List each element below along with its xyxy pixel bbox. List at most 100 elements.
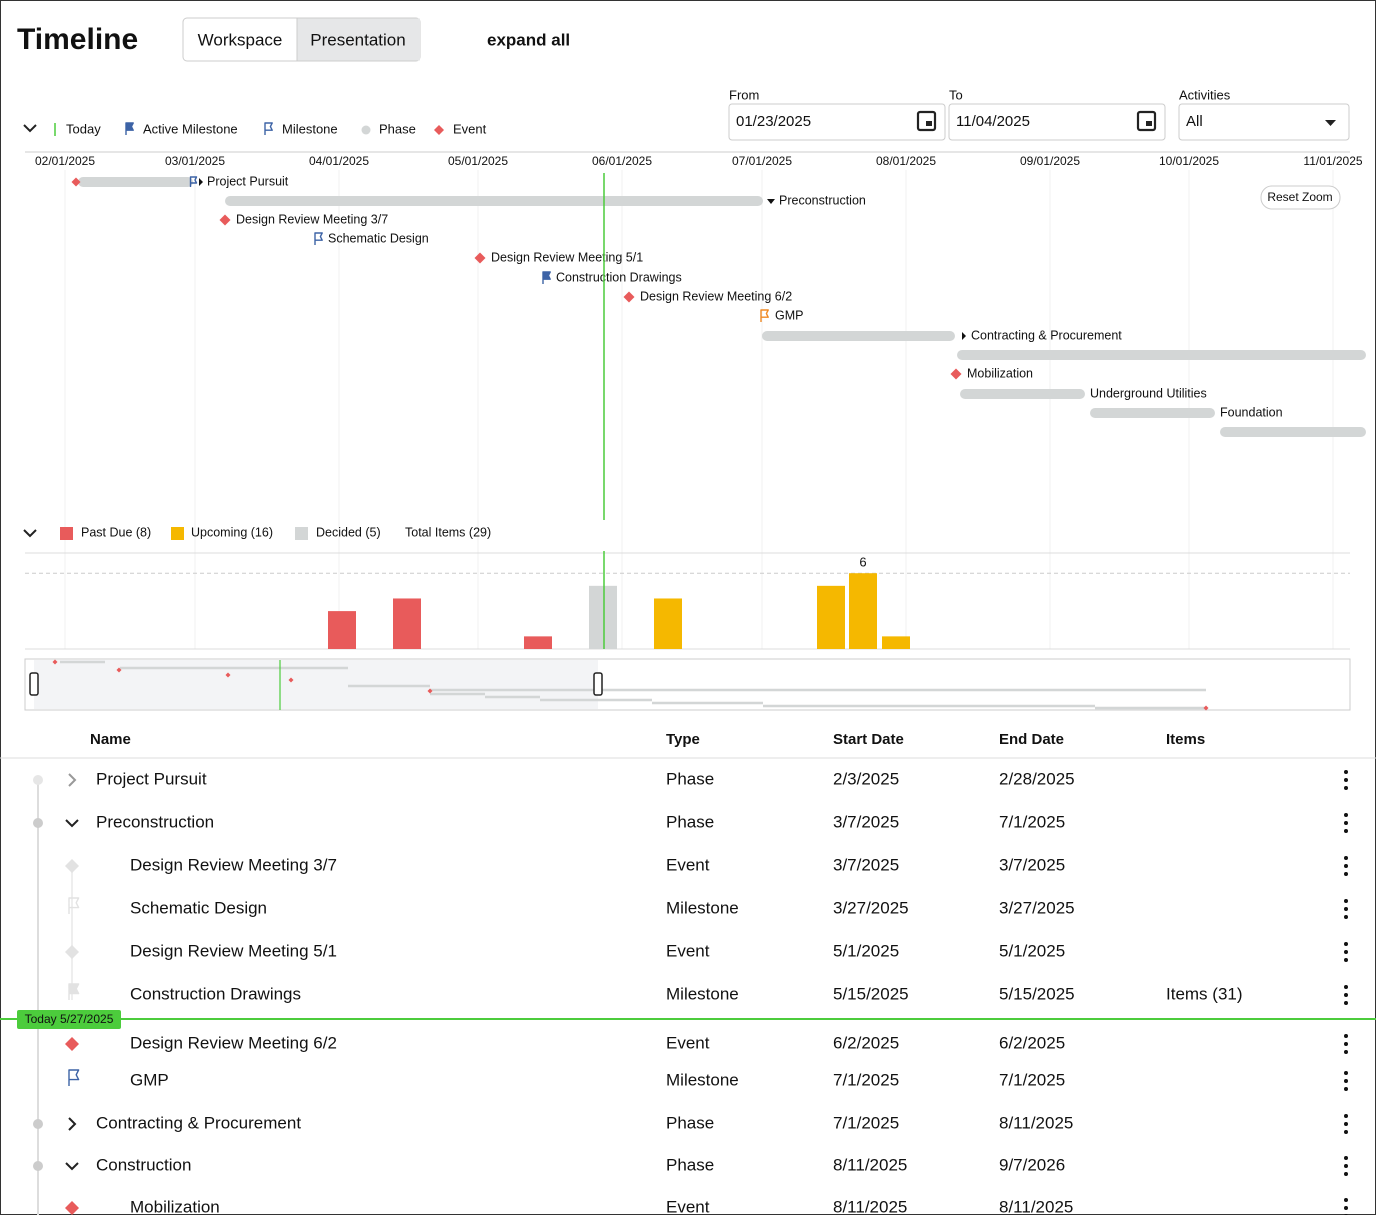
- cell: 5/1/2025: [999, 941, 1065, 960]
- milestone-icon: [542, 271, 551, 284]
- today-badge: [17, 1010, 121, 1029]
- row-menu-dot[interactable]: [1344, 899, 1348, 903]
- minimap-handle[interactable]: [29, 672, 39, 696]
- row-menu-dot[interactable]: [1344, 1130, 1348, 1134]
- row-menu-dot[interactable]: [1344, 907, 1348, 911]
- row-menu-dot[interactable]: [1344, 1164, 1348, 1168]
- cell[interactable]: Construction: [96, 1155, 191, 1174]
- expand-all-link[interactable]: expand all: [487, 30, 570, 49]
- row-menu-dot[interactable]: [1344, 856, 1348, 860]
- gantt-label: Construction Drawings: [556, 270, 682, 284]
- phase-bar: [1220, 427, 1366, 437]
- row-menu-dot[interactable]: [1344, 1156, 1348, 1160]
- reset-zoom-button[interactable]: [1260, 185, 1341, 210]
- date-input[interactable]: [948, 103, 1166, 141]
- phase-bar: [1090, 408, 1215, 418]
- row-menu-dot[interactable]: [1344, 829, 1348, 833]
- legend-label: Decided (5): [316, 525, 381, 539]
- row-menu-dot[interactable]: [1344, 786, 1348, 790]
- row-menu-dot[interactable]: [1344, 1172, 1348, 1176]
- cell[interactable]: Design Review Meeting 6/2: [130, 1033, 337, 1052]
- phase-bar: [225, 196, 763, 206]
- row-menu-dot[interactable]: [1344, 1050, 1348, 1054]
- row-menu-dot[interactable]: [1344, 864, 1348, 868]
- cell[interactable]: Mobilization: [130, 1197, 220, 1215]
- event-icon: [116, 667, 122, 673]
- row-menu-dot[interactable]: [1344, 821, 1348, 825]
- row-menu-dot[interactable]: [1344, 985, 1348, 989]
- legend-label: Today: [66, 121, 101, 136]
- row-menu-dot[interactable]: [1344, 1071, 1348, 1075]
- cell: Event: [666, 1033, 710, 1052]
- row-menu-dot[interactable]: [1344, 770, 1348, 774]
- chevron[interactable]: [23, 529, 37, 538]
- row-menu-dot[interactable]: [1344, 950, 1348, 954]
- cell: Milestone: [666, 898, 739, 917]
- bar: [654, 598, 682, 649]
- chevron[interactable]: [65, 1162, 79, 1171]
- calendar-icon-dot: [926, 121, 932, 126]
- date-tick-label: 05/01/2025: [448, 154, 508, 168]
- cell: Phase: [666, 769, 714, 788]
- row-menu-dot[interactable]: [1344, 778, 1348, 782]
- minimap-handle[interactable]: [593, 672, 603, 696]
- cell[interactable]: Contracting & Procurement: [96, 1113, 301, 1132]
- phase-bar: [78, 177, 193, 187]
- cell: 3/7/2025: [833, 855, 899, 874]
- cell[interactable]: Design Review Meeting 5/1: [130, 941, 337, 960]
- phase-bar: [960, 389, 1085, 399]
- cell[interactable]: Preconstruction: [96, 812, 214, 831]
- select-input[interactable]: [1178, 103, 1350, 141]
- row-menu-dot[interactable]: [1344, 958, 1348, 962]
- gantt-label: Project Pursuit: [207, 174, 289, 188]
- chevron[interactable]: [65, 819, 79, 828]
- row-menu-dot[interactable]: [1344, 1042, 1348, 1046]
- row-menu-dot[interactable]: [1344, 1206, 1348, 1210]
- legend-label: Upcoming (16): [191, 525, 273, 539]
- cell: 8/11/2025: [999, 1197, 1073, 1215]
- date-tick-label: 06/01/2025: [592, 154, 652, 168]
- gantt-label: Foundation: [1220, 405, 1283, 419]
- cell: 5/15/2025: [833, 984, 909, 1003]
- cell: 7/1/2025: [999, 812, 1065, 831]
- cell: 2/28/2025: [999, 769, 1075, 788]
- row-menu-dot[interactable]: [1344, 1122, 1348, 1126]
- row-menu-dot[interactable]: [1344, 872, 1348, 876]
- row-menu-dot[interactable]: [1344, 1114, 1348, 1118]
- date-tick-label: 09/01/2025: [1020, 154, 1080, 168]
- chevron[interactable]: [23, 124, 37, 133]
- row-menu-dot[interactable]: [1344, 813, 1348, 817]
- event-icon: [225, 672, 231, 678]
- column-header: Items: [1166, 731, 1205, 748]
- row-menu-dot[interactable]: [1344, 915, 1348, 919]
- chevron[interactable]: [68, 773, 77, 787]
- tab-label: Presentation: [310, 30, 405, 49]
- row-menu-dot[interactable]: [1344, 942, 1348, 946]
- row-menu-dot[interactable]: [1344, 1001, 1348, 1005]
- cell[interactable]: Schematic Design: [130, 898, 267, 917]
- cell[interactable]: Design Review Meeting 3/7: [130, 855, 337, 874]
- milestone-icon: [68, 983, 80, 1000]
- event-icon: [219, 214, 231, 226]
- cell[interactable]: Project Pursuit: [96, 769, 207, 788]
- phase-bar: [957, 350, 1366, 360]
- cell: 8/11/2025: [999, 1113, 1073, 1132]
- cell: Milestone: [666, 984, 739, 1003]
- row-menu-dot[interactable]: [1344, 993, 1348, 997]
- row-menu-dot[interactable]: [1344, 1034, 1348, 1038]
- row-menu-dot[interactable]: [1344, 1198, 1348, 1202]
- cell: 8/11/2025: [833, 1197, 907, 1215]
- cell[interactable]: Construction Drawings: [130, 984, 301, 1003]
- date-tick-label: 08/01/2025: [876, 154, 936, 168]
- row-menu-dot[interactable]: [1344, 1079, 1348, 1083]
- event-icon: [623, 291, 635, 303]
- date-input[interactable]: [728, 103, 946, 141]
- cell: Event: [666, 941, 710, 960]
- date-value: 01/23/2025: [736, 113, 811, 130]
- row-menu-dot[interactable]: [1344, 1087, 1348, 1091]
- date-tick-label: 10/01/2025: [1159, 154, 1219, 168]
- cell[interactable]: GMP: [130, 1070, 169, 1089]
- tab-active[interactable]: [297, 18, 420, 61]
- column-header: Start Date: [833, 731, 904, 748]
- chevron[interactable]: [68, 1117, 77, 1131]
